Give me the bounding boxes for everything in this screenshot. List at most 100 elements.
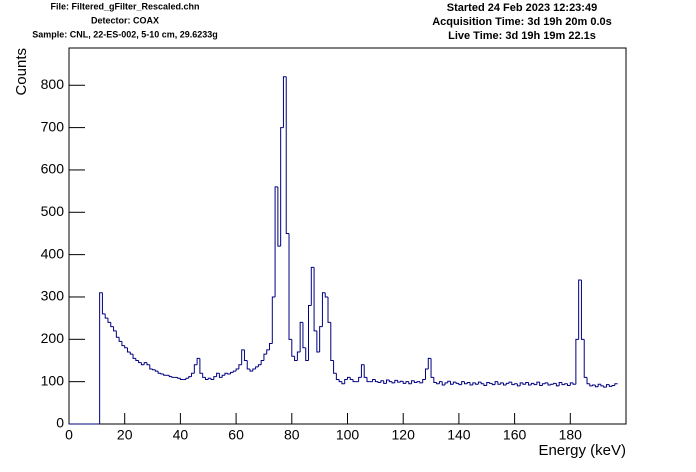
histogram-bin <box>422 379 426 383</box>
histogram-bin <box>277 186 281 247</box>
histogram-bin <box>163 374 167 376</box>
histogram-bin <box>160 373 164 375</box>
histogram-bin <box>606 384 610 388</box>
histogram-bin <box>269 343 273 350</box>
histogram-bin <box>611 384 615 387</box>
histogram-bin <box>363 364 367 378</box>
histogram-bin <box>327 296 331 323</box>
histogram-bin <box>558 382 562 386</box>
histogram-bin <box>135 358 139 361</box>
histogram-bin <box>335 373 340 381</box>
histogram-bin <box>411 380 415 384</box>
histogram-bin <box>308 304 312 361</box>
histogram-bin <box>475 382 479 385</box>
histogram-bin <box>447 380 451 383</box>
histogram-bin <box>104 313 108 319</box>
header-info: Acquisition Time: 3d 19h 20m 0.0s <box>432 16 612 28</box>
histogram-bin <box>238 364 242 369</box>
histogram-bin <box>243 349 248 361</box>
histogram-bin <box>294 356 298 361</box>
histogram-bin <box>586 377 590 385</box>
x-tick-label: 140 <box>447 427 471 443</box>
histogram-bin <box>124 345 128 349</box>
histogram-bin <box>438 381 443 384</box>
histogram-bin <box>514 383 518 385</box>
histogram-bin <box>113 326 117 332</box>
histogram-bin <box>455 382 459 384</box>
x-axis-label: Energy (keV) <box>538 442 626 459</box>
y-tick-label: 200 <box>41 330 65 346</box>
histogram-bin <box>213 376 217 380</box>
histogram-bin <box>227 373 231 375</box>
histogram-bin <box>561 382 565 386</box>
histogram-bin <box>204 377 209 381</box>
histogram-bin <box>138 360 142 364</box>
x-tick-label: 20 <box>117 427 133 443</box>
histogram-bin <box>218 373 223 378</box>
histogram-bin <box>349 377 354 381</box>
histogram-bin <box>494 381 498 385</box>
histogram-bin <box>99 292 103 424</box>
histogram-bin <box>444 382 448 386</box>
histogram-bin <box>430 358 434 378</box>
histogram-bin <box>385 379 390 384</box>
histogram-bin <box>472 382 476 386</box>
histogram-bin <box>132 354 136 359</box>
histogram-bin <box>143 362 147 365</box>
histogram-bin <box>567 383 571 386</box>
histogram-bin <box>266 349 270 355</box>
histogram-bin <box>380 380 384 383</box>
histogram-bin <box>486 382 490 386</box>
histogram-bin <box>199 358 203 374</box>
histogram-bin <box>207 377 212 380</box>
histogram-bin <box>508 381 512 384</box>
histogram-bin <box>191 372 195 377</box>
histogram-bin <box>280 127 284 247</box>
histogram-bin <box>489 382 493 384</box>
histogram-bin <box>347 376 351 380</box>
histogram-bin <box>232 370 237 373</box>
histogram-bin <box>149 364 153 370</box>
histogram-bin <box>608 384 613 387</box>
histogram-bin <box>564 383 568 385</box>
histogram-bin <box>210 378 214 381</box>
histogram-bin <box>282 76 287 128</box>
histogram-bin <box>399 380 404 383</box>
histogram-bin <box>583 339 588 378</box>
histogram-bin <box>101 292 106 315</box>
x-tick-label: 100 <box>336 427 360 443</box>
histogram-bin <box>419 381 423 384</box>
x-tick-label: 160 <box>503 427 527 443</box>
histogram-bin <box>374 379 379 383</box>
histogram-bin <box>330 322 334 361</box>
histogram-bin <box>569 382 574 386</box>
histogram-bin <box>168 375 173 378</box>
histogram-bin <box>483 383 487 386</box>
histogram-bin <box>391 381 395 384</box>
histogram-bin <box>360 364 365 378</box>
histogram-bin <box>257 364 262 367</box>
histogram-bin <box>547 382 551 386</box>
histogram-bin <box>260 359 264 365</box>
histogram-bin <box>405 381 409 384</box>
histogram-bin <box>140 362 145 366</box>
histogram-bin <box>366 377 370 383</box>
histogram-bin <box>235 368 239 372</box>
histogram-bin <box>594 385 599 388</box>
histogram-bin <box>469 382 473 386</box>
y-axis-label: Counts <box>13 48 30 96</box>
y-tick-label: 600 <box>41 161 65 177</box>
histogram-bin <box>316 330 320 353</box>
histogram-bin <box>126 347 131 353</box>
histogram-bin <box>466 382 471 384</box>
histogram-bin <box>305 347 309 361</box>
histogram-bin <box>299 321 303 353</box>
histogram-bin <box>115 330 120 338</box>
histogram-bin <box>480 382 484 385</box>
x-tick-label: 120 <box>392 427 416 443</box>
header-info: Live Time: 3d 19h 19m 22.1s <box>448 30 596 42</box>
histogram-bin <box>461 381 465 385</box>
histogram-bin <box>202 373 206 378</box>
histogram-bin <box>572 382 576 385</box>
